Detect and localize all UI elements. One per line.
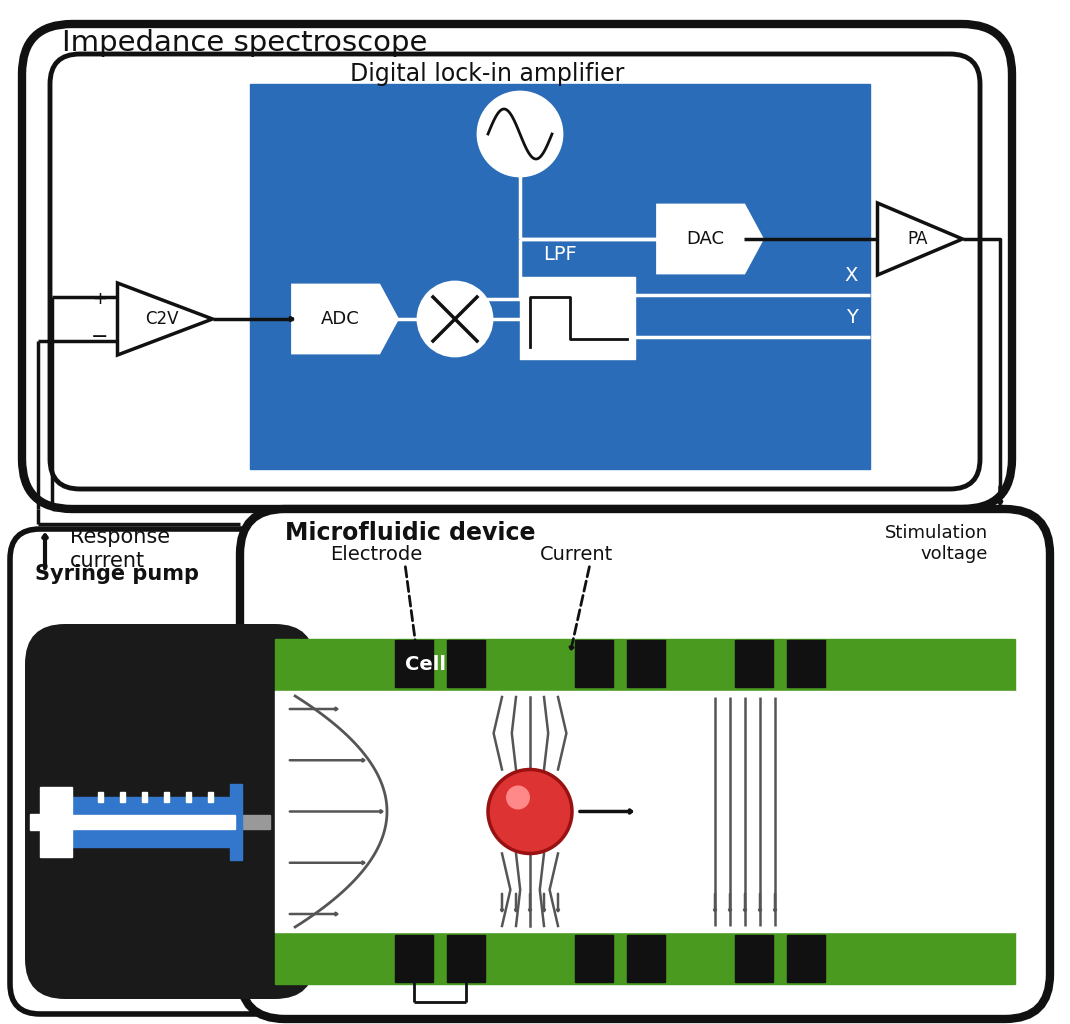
Polygon shape (118, 283, 213, 355)
Bar (208, 792, 213, 802)
Bar (275, 639, 1015, 691)
Bar (30, 813, 42, 829)
Bar (627, 935, 664, 982)
FancyBboxPatch shape (25, 624, 315, 999)
Bar (520, 278, 635, 359)
Bar (185, 792, 190, 802)
Text: Response
current: Response current (70, 527, 170, 570)
Bar (735, 640, 773, 687)
Text: PA: PA (907, 230, 929, 248)
Text: Electrode: Electrode (330, 545, 423, 563)
FancyBboxPatch shape (10, 529, 330, 1014)
Polygon shape (292, 285, 397, 353)
Circle shape (488, 769, 572, 853)
Bar (395, 640, 433, 687)
Bar (97, 792, 103, 802)
Text: DAC: DAC (686, 230, 724, 248)
Bar (735, 935, 773, 982)
Text: X: X (844, 266, 858, 285)
Text: Current: Current (540, 545, 613, 563)
FancyBboxPatch shape (22, 24, 1012, 509)
Text: ADC: ADC (321, 310, 360, 328)
Text: Impedance spectroscope: Impedance spectroscope (62, 29, 427, 57)
Bar (395, 935, 433, 982)
Bar (40, 786, 72, 856)
FancyBboxPatch shape (50, 54, 980, 489)
Polygon shape (877, 203, 963, 275)
Bar (575, 935, 613, 982)
Bar (788, 640, 825, 687)
Text: Y: Y (846, 308, 858, 327)
Bar (575, 640, 613, 687)
Bar (250, 84, 870, 469)
Bar (70, 797, 235, 847)
Text: C2V: C2V (146, 310, 179, 328)
Text: Cell: Cell (404, 655, 445, 675)
Bar (164, 792, 168, 802)
Bar (627, 640, 664, 687)
Circle shape (418, 282, 492, 356)
Text: Digital lock-in amplifier: Digital lock-in amplifier (350, 62, 624, 86)
Circle shape (506, 785, 530, 810)
Text: Syringe pump: Syringe pump (35, 564, 199, 584)
Text: Stimulation
voltage: Stimulation voltage (885, 524, 988, 563)
Text: Microfluidic device: Microfluidic device (285, 521, 535, 545)
Text: −: − (91, 327, 108, 347)
Bar (230, 783, 242, 859)
Bar (275, 932, 1015, 984)
Circle shape (478, 92, 562, 176)
Bar (275, 691, 1015, 932)
Bar (447, 640, 485, 687)
Text: LPF: LPF (544, 245, 577, 264)
Bar (235, 814, 270, 828)
Bar (70, 814, 235, 828)
FancyBboxPatch shape (240, 509, 1050, 1019)
Bar (120, 792, 124, 802)
Polygon shape (657, 205, 763, 273)
Bar (447, 935, 485, 982)
Text: +: + (92, 290, 107, 308)
Bar (788, 935, 825, 982)
Bar (141, 792, 147, 802)
